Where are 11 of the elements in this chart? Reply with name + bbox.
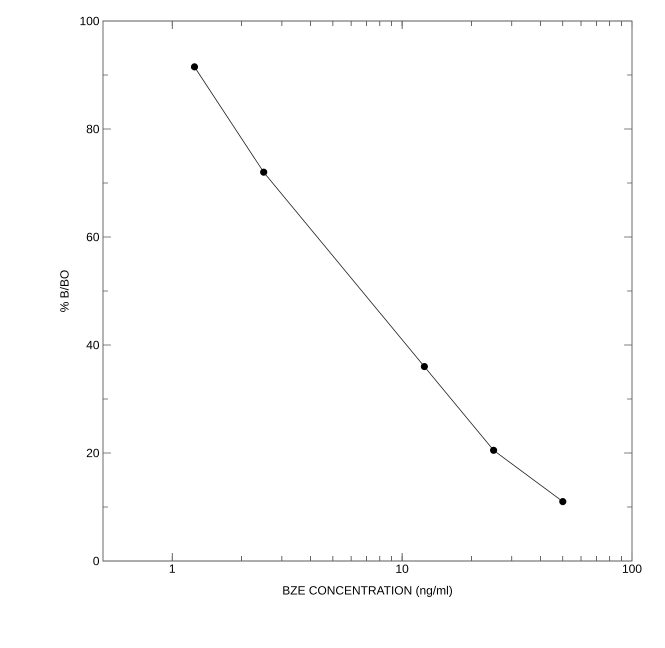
y-tick-label: 80 bbox=[86, 124, 100, 134]
y-axis-title: % B/BO bbox=[60, 270, 69, 312]
x-axis-title: BZE CONCENTRATION (ng/ml) bbox=[283, 586, 452, 597]
x-tick-label: 10 bbox=[396, 564, 408, 573]
y-tick-label: 20 bbox=[86, 448, 100, 458]
x-tick-label: 1 bbox=[170, 564, 175, 573]
y-tick-label: 40 bbox=[86, 340, 100, 350]
y-tick-label: 100 bbox=[80, 16, 100, 26]
x-tick-label: 100 bbox=[622, 564, 642, 573]
y-tick-label: 0 bbox=[93, 556, 100, 566]
y-tick-label: 60 bbox=[86, 232, 100, 242]
